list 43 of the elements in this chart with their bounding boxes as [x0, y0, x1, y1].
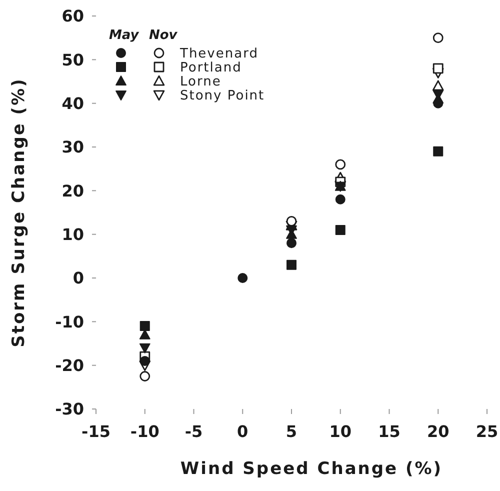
- point: [286, 260, 296, 270]
- point: [335, 224, 346, 235]
- legend-label: Stony Point: [180, 88, 265, 104]
- y-tick-label: 0: [72, 268, 84, 288]
- x-tick-label: 25: [476, 422, 498, 441]
- annotation: May: [109, 28, 140, 43]
- x-tick-label: 5: [286, 422, 298, 441]
- x-tick-label: 0: [237, 422, 248, 441]
- x-tick-label: 15: [378, 422, 400, 441]
- x-tick-label: 20: [426, 422, 450, 441]
- point: [140, 371, 150, 382]
- point: [140, 321, 150, 332]
- y-tick-label: 30: [62, 138, 84, 157]
- point: [335, 159, 346, 170]
- point: [432, 32, 444, 44]
- y-tick-label: 50: [62, 50, 84, 70]
- legend-label: Lorne: [180, 74, 222, 90]
- point: [432, 63, 444, 74]
- y-tick-label: -10: [55, 312, 84, 332]
- y-tick-label: 60: [62, 6, 84, 26]
- x-tick-label: -10: [130, 422, 160, 441]
- point: [335, 194, 346, 204]
- x-tick-label: -15: [82, 422, 110, 441]
- y-tick-label: -30: [55, 400, 84, 419]
- legend-label: Portland: [180, 60, 242, 76]
- x-tick-label: 10: [329, 422, 352, 441]
- annotation: Nov: [149, 28, 178, 43]
- point: [286, 238, 296, 248]
- y-tick-label: 10: [62, 224, 84, 244]
- legend-label: Thevenard: [179, 46, 258, 62]
- y-axis-title: Storm Surge Change (%): [9, 78, 29, 348]
- y-tick-label: 40: [62, 94, 84, 113]
- y-tick-label: 20: [62, 181, 84, 200]
- point: [140, 356, 150, 366]
- point: [286, 216, 297, 226]
- x-tick-label: -5: [184, 422, 203, 441]
- point: [139, 343, 150, 354]
- point: [432, 80, 444, 91]
- y-tick-label: -20: [55, 356, 84, 375]
- point: [433, 146, 444, 156]
- x-axis-title: Wind Speed Change (%): [180, 459, 443, 479]
- point: [433, 98, 444, 108]
- point: [238, 273, 248, 283]
